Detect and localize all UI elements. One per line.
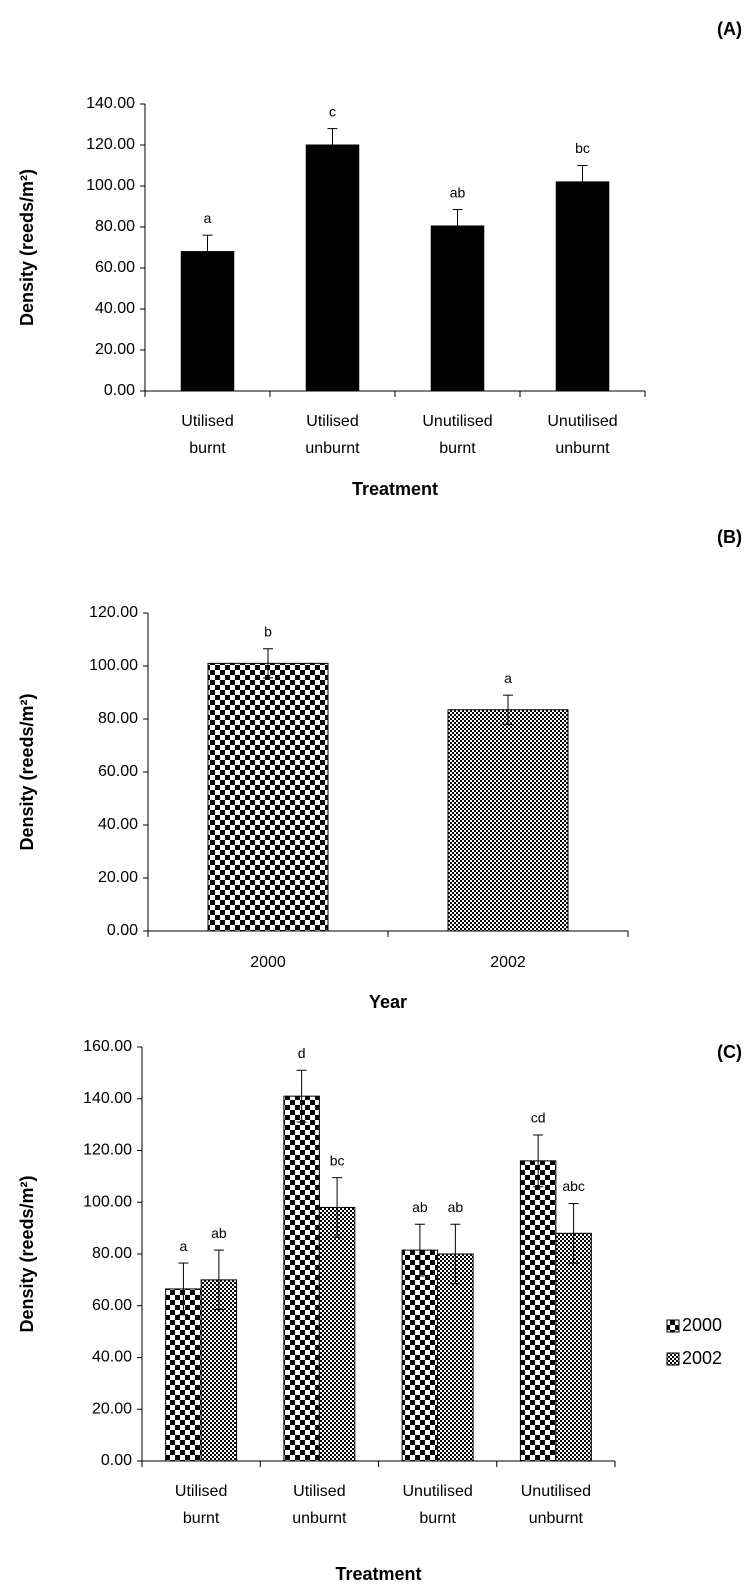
significance-letter: a — [179, 1238, 187, 1254]
bar — [283, 1095, 320, 1462]
y-tick-label: 120.00 — [86, 136, 135, 153]
bar — [305, 144, 360, 392]
y-tick-label: 160.00 — [83, 1038, 132, 1055]
y-tick-label: 140.00 — [83, 1090, 132, 1107]
error-bar — [327, 128, 338, 162]
bar — [430, 225, 485, 392]
y-tick-label: 80.00 — [92, 1245, 132, 1262]
bar — [555, 181, 610, 392]
error-bar — [414, 1223, 425, 1277]
x-tick-label: unburnt — [529, 1510, 584, 1527]
y-axis-label: Density (reeds/m²) — [17, 1175, 37, 1332]
significance-letter: ab — [448, 1199, 464, 1215]
y-tick-label: 120.00 — [83, 1142, 132, 1159]
bar — [207, 662, 329, 932]
legend-label: 2000 — [682, 1315, 722, 1335]
x-tick-label: Unutilised — [402, 1483, 472, 1500]
error-bar — [452, 209, 463, 243]
y-tick-label: 80.00 — [98, 710, 138, 727]
y-tick-label: 0.00 — [107, 922, 138, 939]
y-tick-label: 20.00 — [95, 341, 135, 358]
x-tick-label: unburnt — [555, 440, 610, 457]
x-tick-label: 2002 — [490, 954, 526, 971]
y-axis-label: Density (reeds/m²) — [17, 693, 37, 850]
x-tick-label: unburnt — [292, 1510, 347, 1527]
significance-letter: ab — [412, 1199, 428, 1215]
legend-label: 2002 — [682, 1348, 722, 1368]
x-tick-label: burnt — [189, 440, 226, 457]
significance-letter: ab — [211, 1225, 227, 1241]
y-tick-label: 40.00 — [92, 1349, 132, 1366]
significance-letter: cd — [531, 1110, 546, 1126]
significance-letter: bc — [330, 1152, 345, 1168]
y-tick-label: 100.00 — [89, 657, 138, 674]
x-tick-label: Utilised — [306, 413, 358, 430]
x-tick-label: Utilised — [175, 1483, 227, 1500]
x-tick-label: Unutilised — [521, 1483, 591, 1500]
y-tick-label: 20.00 — [92, 1400, 132, 1417]
x-tick-label: Utilised — [293, 1483, 345, 1500]
x-axis-label: Treatment — [335, 1564, 421, 1584]
x-tick-label: Unutilised — [422, 413, 492, 430]
bar — [401, 1249, 439, 1462]
bar — [318, 1206, 356, 1462]
bar — [555, 1232, 592, 1462]
panel-label: (A) — [717, 19, 742, 39]
error-bar — [568, 1203, 579, 1264]
panel-label: (C) — [717, 1042, 742, 1062]
legend-swatch — [666, 1319, 680, 1333]
error-bar — [296, 1069, 307, 1123]
bar — [519, 1160, 557, 1462]
x-tick-label: burnt — [183, 1510, 220, 1527]
x-tick-label: Utilised — [181, 413, 233, 430]
panel-label: (B) — [717, 527, 742, 547]
x-tick-label: unburnt — [305, 440, 360, 457]
legend-swatch — [666, 1352, 680, 1366]
x-tick-label: burnt — [439, 440, 476, 457]
x-axis-label: Treatment — [352, 479, 438, 499]
y-tick-label: 0.00 — [104, 382, 135, 399]
x-tick-label: 2000 — [250, 954, 286, 971]
significance-letter: b — [264, 623, 272, 639]
error-bar — [577, 165, 588, 199]
error-bar — [202, 234, 213, 269]
significance-letter: a — [204, 210, 212, 226]
x-tick-label: burnt — [419, 1510, 456, 1527]
error-bar — [263, 648, 273, 679]
error-bar — [533, 1134, 544, 1188]
x-tick-label: Unutilised — [547, 413, 617, 430]
x-axis-label: Year — [369, 992, 407, 1012]
bar — [447, 709, 569, 932]
error-bar — [332, 1177, 343, 1238]
error-bar — [450, 1223, 461, 1285]
significance-letter: ab — [450, 184, 466, 200]
significance-letter: d — [298, 1045, 306, 1061]
y-tick-label: 60.00 — [95, 259, 135, 276]
error-bar — [503, 694, 513, 725]
y-tick-label: 40.00 — [95, 300, 135, 317]
significance-letter: bc — [575, 140, 590, 156]
y-tick-label: 80.00 — [95, 218, 135, 235]
error-bar — [213, 1249, 224, 1311]
bar — [180, 251, 235, 392]
bar — [437, 1253, 474, 1462]
y-tick-label: 0.00 — [101, 1452, 132, 1469]
y-axis-label: Density (reeds/m²) — [17, 169, 37, 326]
y-tick-label: 60.00 — [92, 1297, 132, 1314]
y-tick-label: 60.00 — [98, 763, 138, 780]
y-tick-label: 40.00 — [98, 816, 138, 833]
y-tick-label: 100.00 — [86, 177, 135, 194]
significance-letter: c — [329, 103, 336, 119]
significance-letter: abc — [562, 1178, 585, 1194]
error-bar — [178, 1262, 189, 1316]
significance-letter: a — [504, 670, 512, 686]
y-tick-label: 120.00 — [89, 604, 138, 621]
y-tick-label: 140.00 — [86, 95, 135, 112]
y-tick-label: 20.00 — [98, 869, 138, 886]
y-tick-label: 100.00 — [83, 1193, 132, 1210]
